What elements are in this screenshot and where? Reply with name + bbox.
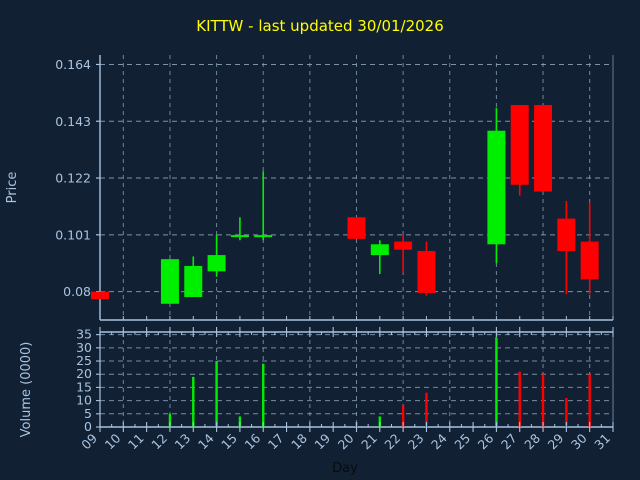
volume-y-tick-label: 30 xyxy=(76,340,92,355)
candle-26 xyxy=(487,107,506,264)
candle-21 xyxy=(370,240,389,275)
volume-bars xyxy=(168,337,591,427)
candle-13 xyxy=(184,256,203,298)
candle-23 xyxy=(417,241,436,296)
price-y-tick-label: 0.122 xyxy=(55,171,91,186)
candle-16 xyxy=(254,171,273,241)
candle-body xyxy=(557,218,576,252)
x-tick-label: 30 xyxy=(568,430,590,452)
x-tick-label: 21 xyxy=(358,431,380,453)
x-tick-label: 18 xyxy=(288,430,310,452)
volume-y-tick-label: 10 xyxy=(76,393,92,408)
x-tick-label: 27 xyxy=(498,431,520,453)
candle-body xyxy=(580,241,599,280)
candle-29 xyxy=(557,201,576,295)
x-tick-label: 15 xyxy=(218,431,240,453)
x-tick-label: 17 xyxy=(265,431,287,453)
volume-y-tick-label: 35 xyxy=(76,327,92,342)
candle-body xyxy=(510,105,529,185)
candle-27 xyxy=(510,105,529,196)
x-tick-label: 20 xyxy=(335,430,357,452)
volume-axis-label: Volume (0000) xyxy=(19,342,34,438)
x-tick-labels: 09 10 11 12 13 14 15 16 17 18 19 20 21 22 23 24 25 26 27 28… xyxy=(78,430,613,452)
candle-30 xyxy=(580,202,599,295)
x-tick-label: 26 xyxy=(475,430,497,452)
candle-body xyxy=(184,265,203,298)
price-y-tick-label: 0.164 xyxy=(55,57,91,72)
x-tick-label: 13 xyxy=(172,431,194,453)
candle-body xyxy=(207,255,226,272)
x-tick-label: 29 xyxy=(545,430,567,452)
candles xyxy=(91,105,599,304)
price-y-tick-label: 0.08 xyxy=(63,284,91,299)
candle-12 xyxy=(160,259,179,304)
x-axis-label: Day xyxy=(332,461,358,476)
volume-y-tick-label: 20 xyxy=(76,366,92,381)
x-tick-label: 14 xyxy=(195,430,217,452)
chart-title: KITTW - last updated 30/01/2026 xyxy=(196,17,444,35)
x-tick-label: 12 xyxy=(148,431,170,453)
x-tick-label: 09 xyxy=(78,430,100,452)
x-tick-label: 28 xyxy=(521,430,543,452)
x-tick-label: 10 xyxy=(102,430,124,452)
x-tick-label: 24 xyxy=(428,430,450,452)
candle-body xyxy=(394,241,413,250)
price-axis-label: Price xyxy=(5,172,20,204)
x-tick-label: 23 xyxy=(405,431,427,453)
candle-body xyxy=(417,251,436,293)
price-y-tick-label: 0.101 xyxy=(55,227,91,242)
candle-22 xyxy=(394,234,413,273)
x-tick-label: 25 xyxy=(451,431,473,453)
x-tick-label: 22 xyxy=(381,431,403,453)
minor-ticks xyxy=(99,316,614,432)
x-tick-label: 16 xyxy=(241,430,263,452)
volume-grid xyxy=(100,332,613,427)
candle-body xyxy=(91,291,109,300)
volume-y-tick-label: 5 xyxy=(84,406,92,421)
x-tick-label: 19 xyxy=(311,430,333,452)
candle-body xyxy=(370,244,389,256)
candle-14 xyxy=(207,234,226,277)
candle-body xyxy=(160,259,179,304)
price-y-tick-label: 0.143 xyxy=(55,114,91,129)
candle-20 xyxy=(347,217,366,239)
volume-y-tick-label: 15 xyxy=(76,379,92,394)
candle-15 xyxy=(230,217,249,241)
candle-body xyxy=(534,105,553,192)
x-tick-label: 31 xyxy=(591,431,613,453)
volume-y-tick-label: 0 xyxy=(84,419,92,434)
price-y-ticks: 0.08 0.101 0.122 0.143 0.164 xyxy=(55,57,100,299)
candle-09 xyxy=(91,291,109,300)
x-tick-label: 11 xyxy=(125,431,147,453)
candle-body xyxy=(347,217,366,239)
candle-28 xyxy=(534,105,553,192)
candle-body xyxy=(487,130,506,245)
volume-y-tick-label: 25 xyxy=(76,353,92,368)
